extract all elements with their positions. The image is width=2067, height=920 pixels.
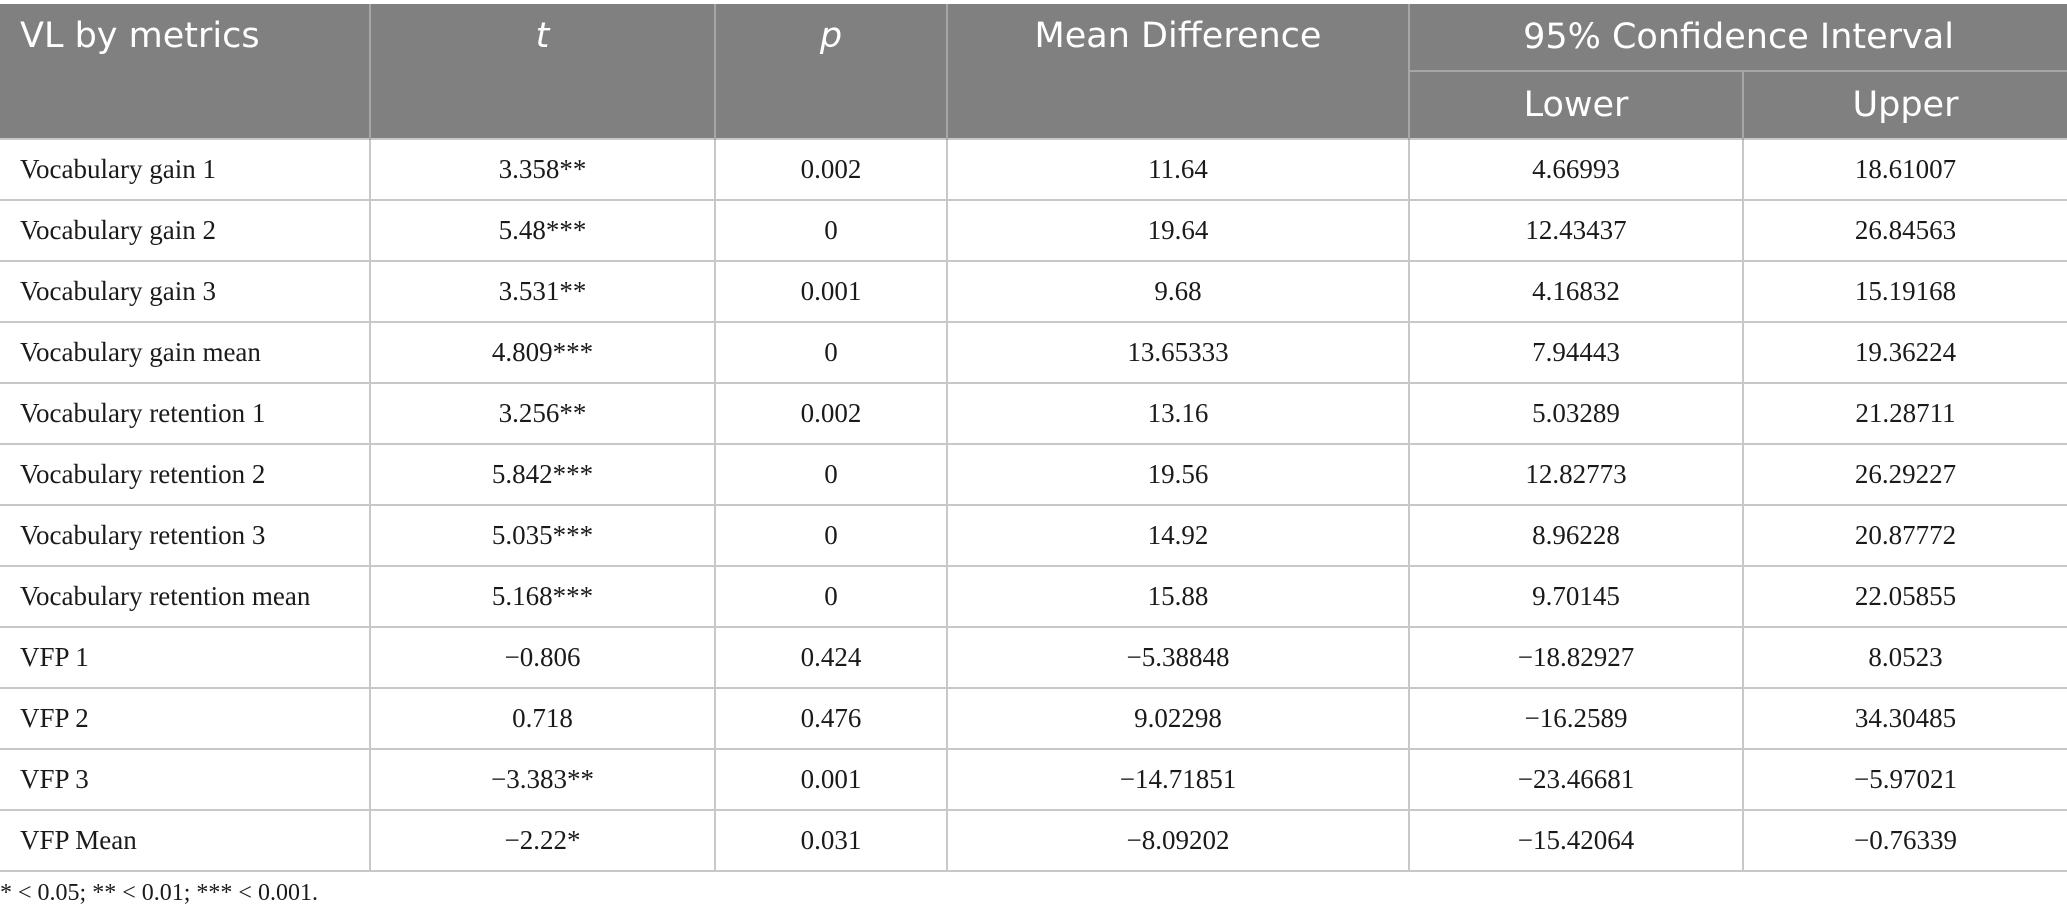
cell-t: 4.809***: [370, 322, 716, 384]
cell-upper: 26.84563: [1743, 200, 2067, 262]
cell-lower: 7.94443: [1409, 322, 1744, 384]
cell-mean-difference: 15.88: [947, 566, 1410, 628]
cell-upper: −0.76339: [1743, 810, 2067, 872]
cell-t: 0.718: [370, 688, 716, 750]
table-row: VFP Mean −2.22* 0.031 −8.09202 −15.42064 −0.7…: [0, 810, 2067, 872]
cell-metric: Vocabulary gain 3: [0, 261, 371, 323]
table-row: VFP 1 −0.806 0.424 −5.38848 −18.82927 8.0523: [0, 627, 2067, 689]
cell-p: 0: [715, 566, 948, 628]
table-row: Vocabulary gain 3 3.531** 0.001 9.68 4.16832…: [0, 261, 2067, 323]
cell-upper: 34.30485: [1743, 688, 2067, 750]
cell-t: −0.806: [370, 627, 716, 689]
cell-lower: 8.96228: [1409, 505, 1744, 567]
cell-metric: VFP 1: [0, 627, 371, 689]
header-metric: VL by metrics: [0, 4, 371, 139]
cell-mean-difference: 19.56: [947, 444, 1410, 506]
table-footnote: * < 0.05; ** < 0.01; *** < 0.001.: [0, 880, 318, 906]
cell-upper: 8.0523: [1743, 627, 2067, 689]
header-mean-difference: Mean Difference: [947, 4, 1410, 139]
cell-p: 0.031: [715, 810, 948, 872]
table-row: VFP 2 0.718 0.476 9.02298 −16.2589 34.30485: [0, 688, 2067, 750]
cell-metric: Vocabulary retention 1: [0, 383, 371, 445]
table-row: Vocabulary gain 2 5.48*** 0 19.64 12.43437 26…: [0, 200, 2067, 262]
cell-t: −3.383**: [370, 749, 716, 811]
cell-p: 0.001: [715, 749, 948, 811]
cell-upper: 26.29227: [1743, 444, 2067, 506]
cell-lower: 12.43437: [1409, 200, 1744, 262]
cell-metric: Vocabulary retention 2: [0, 444, 371, 506]
cell-lower: 4.16832: [1409, 261, 1744, 323]
table-row: Vocabulary retention 2 5.842*** 0 19.56 12.8…: [0, 444, 2067, 506]
cell-mean-difference: 9.68: [947, 261, 1410, 323]
cell-mean-difference: −8.09202: [947, 810, 1410, 872]
cell-p: 0.002: [715, 383, 948, 445]
cell-p: 0: [715, 200, 948, 262]
cell-upper: −5.97021: [1743, 749, 2067, 811]
header-confidence-interval: 95% Confidence Interval: [1409, 4, 2067, 71]
header-p: p: [715, 4, 948, 139]
table-row: Vocabulary retention 3 5.035*** 0 14.92 8.96…: [0, 505, 2067, 567]
header-upper: Upper: [1743, 70, 2067, 139]
cell-p: 0.001: [715, 261, 948, 323]
cell-upper: 20.87772: [1743, 505, 2067, 567]
header-lower: Lower: [1409, 70, 1744, 139]
cell-t: 3.531**: [370, 261, 716, 323]
cell-metric: VFP 3: [0, 749, 371, 811]
cell-upper: 21.28711: [1743, 383, 2067, 445]
cell-p: 0: [715, 322, 948, 384]
results-table: VL by metrics t p Mean Difference 95% Co…: [0, 4, 2067, 872]
cell-t: 5.035***: [370, 505, 716, 567]
cell-t: 5.168***: [370, 566, 716, 628]
cell-metric: Vocabulary gain 1: [0, 138, 371, 201]
cell-mean-difference: 11.64: [947, 138, 1410, 201]
cell-lower: 5.03289: [1409, 383, 1744, 445]
header-t: t: [370, 4, 716, 139]
cell-t: −2.22*: [370, 810, 716, 872]
table-row: Vocabulary retention 1 3.256** 0.002 13.16 5…: [0, 383, 2067, 445]
table-body: Vocabulary gain 1 3.358** 0.002 11.64 4.6699…: [0, 138, 2067, 872]
cell-upper: 22.05855: [1743, 566, 2067, 628]
table-row: Vocabulary gain 1 3.358** 0.002 11.64 4.6699…: [0, 138, 2067, 201]
cell-t: 5.842***: [370, 444, 716, 506]
cell-mean-difference: 9.02298: [947, 688, 1410, 750]
cell-p: 0: [715, 505, 948, 567]
cell-p: 0.002: [715, 138, 948, 201]
cell-upper: 15.19168: [1743, 261, 2067, 323]
cell-lower: −23.46681: [1409, 749, 1744, 811]
cell-metric: VFP 2: [0, 688, 371, 750]
cell-p: 0.476: [715, 688, 948, 750]
table-row: Vocabulary retention mean 5.168*** 0 15.88 9…: [0, 566, 2067, 628]
cell-metric: Vocabulary gain 2: [0, 200, 371, 262]
cell-p: 0: [715, 444, 948, 506]
table-row: VFP 3 −3.383** 0.001 −14.71851 −23.46681 −5.9…: [0, 749, 2067, 811]
cell-mean-difference: −5.38848: [947, 627, 1410, 689]
cell-metric: Vocabulary gain mean: [0, 322, 371, 384]
cell-metric: Vocabulary retention mean: [0, 566, 371, 628]
cell-metric: Vocabulary retention 3: [0, 505, 371, 567]
cell-lower: −18.82927: [1409, 627, 1744, 689]
cell-metric: VFP Mean: [0, 810, 371, 872]
table-header: VL by metrics t p Mean Difference 95% Co…: [0, 4, 2067, 139]
cell-mean-difference: 14.92: [947, 505, 1410, 567]
cell-mean-difference: 13.16: [947, 383, 1410, 445]
cell-mean-difference: −14.71851: [947, 749, 1410, 811]
cell-upper: 19.36224: [1743, 322, 2067, 384]
cell-lower: −16.2589: [1409, 688, 1744, 750]
cell-mean-difference: 13.65333: [947, 322, 1410, 384]
cell-t: 5.48***: [370, 200, 716, 262]
cell-lower: 9.70145: [1409, 566, 1744, 628]
cell-t: 3.358**: [370, 138, 716, 201]
cell-lower: 4.66993: [1409, 138, 1744, 201]
table-row: Vocabulary gain mean 4.809*** 0 13.65333 7.9…: [0, 322, 2067, 384]
cell-mean-difference: 19.64: [947, 200, 1410, 262]
cell-lower: −15.42064: [1409, 810, 1744, 872]
cell-p: 0.424: [715, 627, 948, 689]
cell-upper: 18.61007: [1743, 138, 2067, 201]
cell-t: 3.256**: [370, 383, 716, 445]
cell-lower: 12.82773: [1409, 444, 1744, 506]
